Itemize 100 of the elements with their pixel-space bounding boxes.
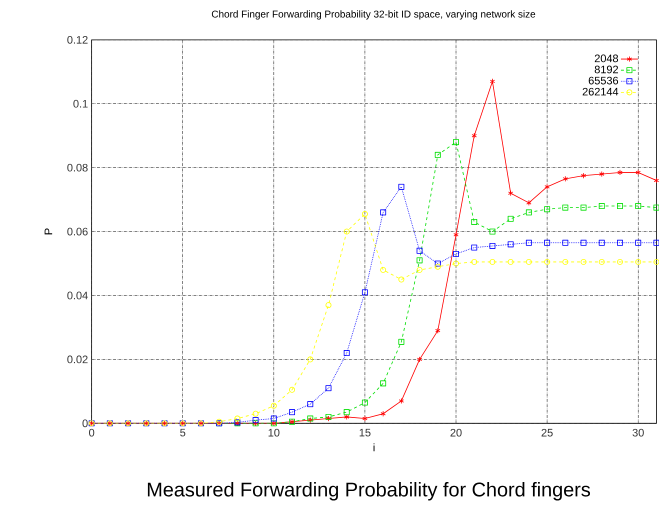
- point: [599, 171, 604, 178]
- point: [435, 328, 440, 334]
- point: [434, 260, 441, 267]
- point: [380, 209, 386, 216]
- point: [490, 78, 496, 84]
- point: [362, 289, 368, 296]
- point: [434, 264, 441, 270]
- point: [489, 242, 496, 249]
- point: [562, 258, 568, 265]
- point: [508, 258, 514, 265]
- point: [398, 184, 404, 190]
- point: [326, 385, 332, 392]
- point: [598, 240, 605, 246]
- point: [508, 241, 514, 248]
- legend-label: 8192: [594, 66, 618, 74]
- point: [289, 409, 296, 416]
- point: [544, 184, 550, 190]
- point: [489, 228, 496, 235]
- point: [598, 258, 605, 265]
- point: [362, 211, 368, 217]
- point: [617, 240, 623, 246]
- y-tick-label: 0.08: [67, 164, 88, 172]
- legend-label: 65536: [588, 76, 618, 84]
- point: [289, 386, 296, 393]
- point: [544, 240, 550, 246]
- point: [362, 400, 368, 406]
- point: [562, 204, 568, 211]
- point: [398, 338, 404, 345]
- point: [580, 240, 587, 246]
- y-axis-title: P: [44, 228, 52, 234]
- text: Measured Forwarding Probability for Chord fingers: [148, 482, 590, 501]
- point: [544, 258, 550, 265]
- x-tick-label: 5: [180, 428, 186, 436]
- y-tick-label: 0.12: [67, 36, 88, 44]
- point: [380, 380, 386, 386]
- point: [508, 190, 514, 196]
- point: [635, 258, 642, 265]
- point: [471, 219, 478, 225]
- x-tick-label: 25: [542, 428, 553, 437]
- point: [344, 228, 350, 235]
- point: [416, 356, 422, 362]
- point: [526, 209, 532, 216]
- point: [398, 276, 404, 282]
- point: [398, 398, 404, 404]
- y-tick-label: 0: [82, 419, 88, 428]
- point: [326, 302, 332, 308]
- point: [344, 350, 350, 356]
- point: [380, 410, 386, 417]
- chart-title: Chord Finger Forwarding Probability 32-bit ID space, varying network size: [212, 10, 536, 20]
- y-tick-label: 0.06: [67, 228, 88, 236]
- point: [380, 266, 386, 273]
- point: [489, 258, 496, 265]
- point: [580, 204, 587, 211]
- point: [580, 258, 587, 265]
- point: [252, 410, 259, 417]
- point: [416, 248, 423, 254]
- point: [362, 416, 368, 422]
- y-tick-label: 0.02: [67, 356, 88, 364]
- point: [307, 401, 314, 408]
- point: [635, 203, 642, 209]
- x-tick-label: 10: [268, 428, 280, 437]
- point: [453, 139, 459, 146]
- point: [344, 409, 350, 416]
- point: [635, 240, 642, 246]
- point: [544, 206, 550, 212]
- x-tick-label: 20: [450, 428, 462, 437]
- point: [508, 216, 514, 222]
- point: [270, 402, 277, 409]
- point: [434, 152, 441, 158]
- point: [453, 232, 459, 238]
- legend-label: 2048: [594, 54, 618, 62]
- point: [580, 172, 586, 179]
- point: [234, 416, 240, 422]
- point: [617, 258, 623, 265]
- point: [471, 244, 478, 251]
- legend-label: 262144: [582, 88, 618, 96]
- point: [453, 250, 459, 257]
- y-tick-label: 0.1: [73, 100, 88, 108]
- x-axis-title: i: [374, 443, 375, 452]
- point: [472, 132, 477, 139]
- point: [617, 169, 623, 176]
- y-tick-label: 0.04: [67, 292, 88, 300]
- point: [617, 203, 623, 209]
- point: [636, 169, 641, 176]
- point: [526, 258, 532, 265]
- point: [307, 356, 314, 362]
- point: [416, 266, 423, 273]
- point: [453, 260, 459, 267]
- point: [270, 416, 277, 422]
- x-tick-label: 15: [360, 428, 371, 436]
- point: [562, 176, 568, 182]
- point: [526, 240, 532, 246]
- point: [252, 417, 259, 424]
- point: [653, 258, 659, 265]
- point: [471, 258, 478, 265]
- point: [344, 414, 350, 420]
- point: [416, 257, 423, 264]
- x-tick-label: 0: [89, 428, 94, 437]
- point: [562, 240, 568, 246]
- point: [598, 203, 605, 209]
